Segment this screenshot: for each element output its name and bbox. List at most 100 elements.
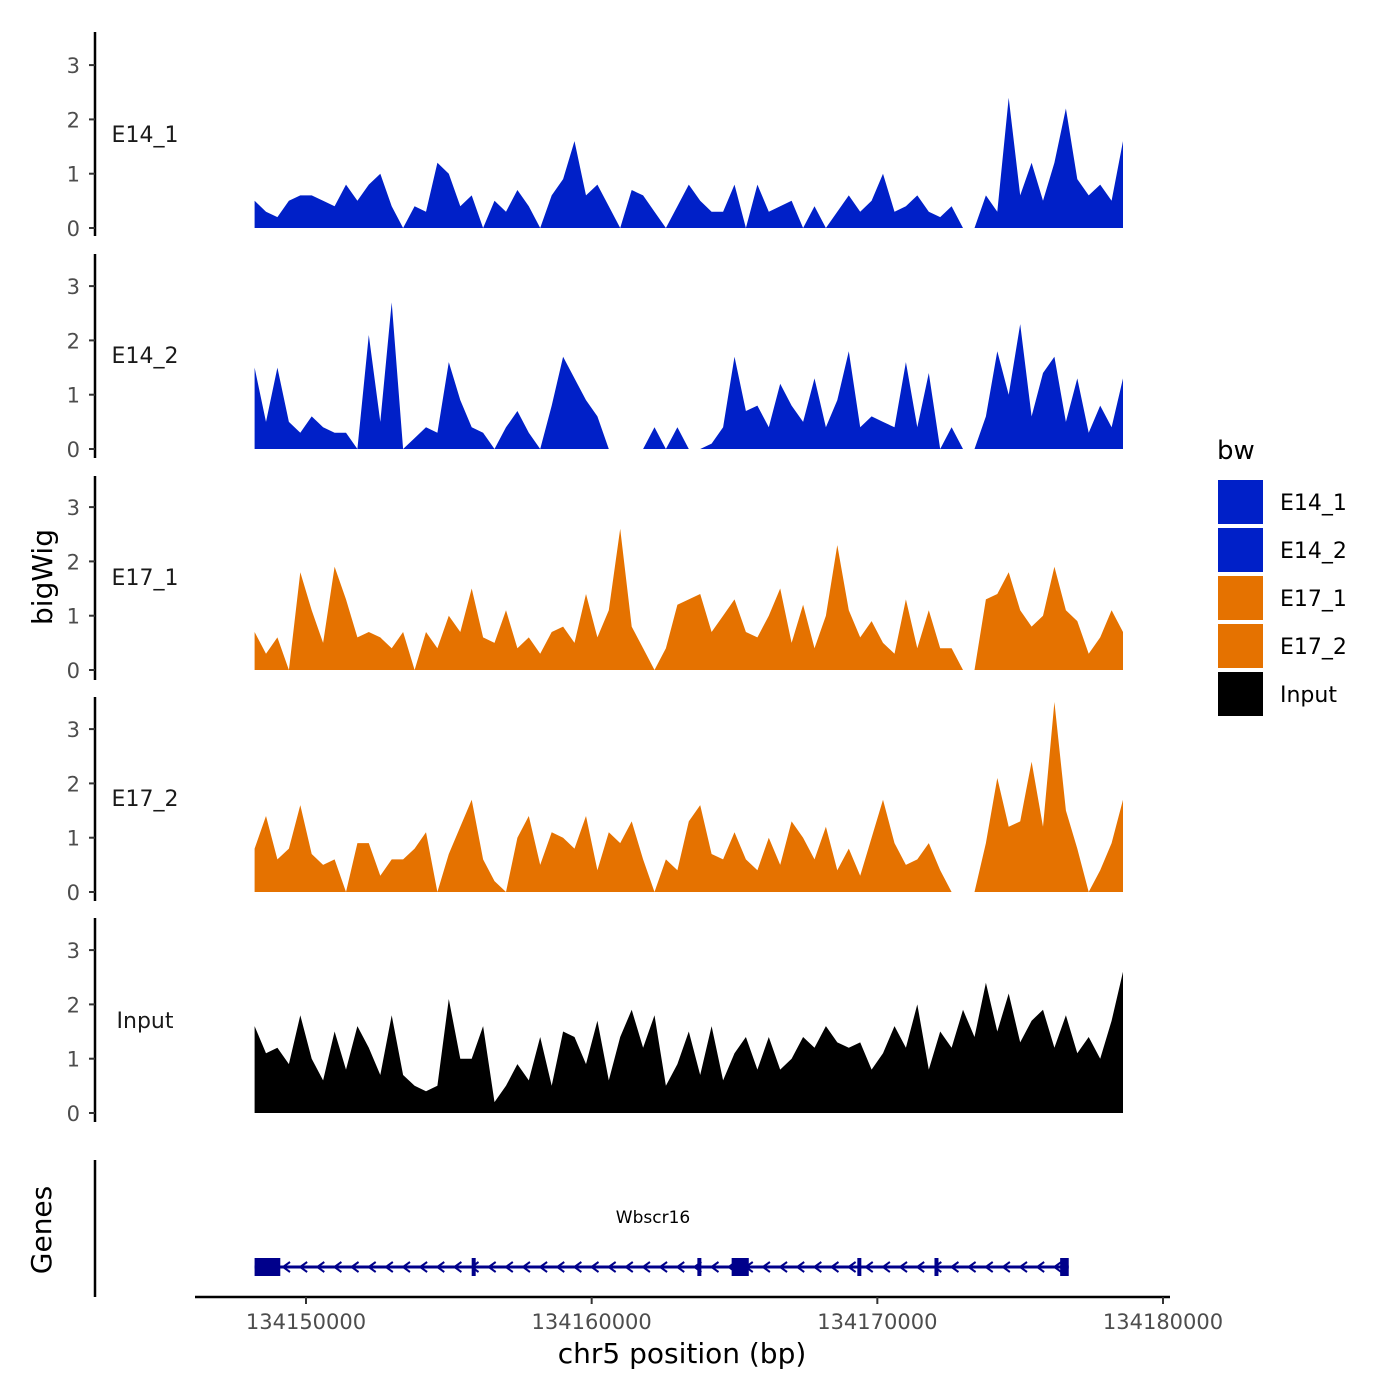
x-axis-title: chr5 position (bp) — [558, 1337, 807, 1370]
strand-arrow — [812, 1261, 822, 1273]
strand-arrow — [846, 1261, 857, 1273]
legend-key-e14-2 — [1218, 528, 1263, 572]
y-axis-title: bigWig — [26, 529, 59, 625]
y-tick-label: 1 — [67, 827, 80, 851]
x-tick-label: 134150000 — [246, 1310, 366, 1334]
chart-marks: 0 1 2 3 0 1 2 3 0 1 2 3 0 1 2 3 0 1 2 3 134150000 134160000 13… — [67, 54, 1224, 1334]
strand-arrow — [881, 1261, 891, 1273]
strand-arrow — [315, 1261, 325, 1273]
strand-arrow — [949, 1261, 960, 1273]
coverage-area-e17-1 — [254, 528, 1124, 670]
strand-arrow — [298, 1261, 308, 1273]
strand-arrow — [572, 1261, 582, 1273]
strand-arrow — [778, 1261, 788, 1273]
y-tick-label: 2 — [67, 993, 80, 1017]
legend-label-e14-1: E14_1 — [1280, 491, 1347, 516]
strand-arrow — [1035, 1261, 1045, 1273]
gene-exon — [697, 1258, 702, 1276]
legend: bw E14_1 E14_2 E17_1 E17_2 Input — [1217, 436, 1347, 716]
strand-arrow — [1052, 1261, 1062, 1273]
y-tick-label: 0 — [67, 881, 80, 905]
strand-arrow — [932, 1261, 942, 1273]
strand-arrow — [1001, 1261, 1011, 1273]
strand-arrow — [966, 1261, 977, 1273]
strand-arrow — [675, 1261, 685, 1273]
y-tick-label: 2 — [67, 550, 80, 574]
strand-arrow — [384, 1261, 394, 1273]
y-tick-label: 3 — [67, 718, 80, 742]
strand-arrow — [486, 1261, 497, 1273]
coverage-area-input — [254, 971, 1124, 1113]
strand-arrow — [281, 1261, 291, 1273]
gene-exon — [1060, 1258, 1069, 1276]
y-tick-label: 3 — [67, 275, 80, 299]
y-tick-label: 0 — [67, 438, 80, 462]
legend-title: bw — [1217, 436, 1255, 466]
gene-track-panel: Genes Wbscr16 — [25, 1160, 690, 1297]
strand-arrow — [606, 1261, 617, 1273]
y-tick-label: 2 — [67, 108, 80, 132]
legend-key-e17-1 — [1218, 576, 1263, 620]
y-tick-label: 3 — [67, 54, 80, 78]
gene-track-title: Genes — [25, 1186, 58, 1274]
x-tick-label: 134170000 — [817, 1310, 937, 1334]
coverage-area-e17-2 — [254, 702, 1124, 892]
strand-arrow — [641, 1261, 651, 1273]
strand-arrow — [401, 1261, 411, 1273]
strand-arrow — [984, 1261, 994, 1273]
strand-arrow — [709, 1261, 720, 1273]
gene-exon — [934, 1258, 939, 1276]
y-tick-label: 1 — [67, 163, 80, 187]
track-panel-e17-2: E17_2 — [93, 697, 179, 901]
strand-arrow — [795, 1261, 805, 1273]
strand-arrow — [418, 1261, 428, 1273]
y-tick-label: 0 — [67, 1102, 80, 1126]
legend-key-input — [1218, 672, 1263, 716]
gene-exon — [731, 1258, 749, 1276]
strand-arrow — [761, 1261, 771, 1273]
gene-exon — [857, 1258, 862, 1276]
strand-arrow — [624, 1261, 634, 1273]
strand-arrow — [349, 1261, 360, 1273]
strand-arrow — [504, 1261, 514, 1273]
y-tick-label: 1 — [67, 384, 80, 408]
legend-label-e14-2: E14_2 — [1280, 539, 1347, 564]
y-tick-label: 2 — [67, 329, 80, 353]
track-label: Input — [117, 1009, 174, 1034]
x-tick-label: 134160000 — [532, 1310, 652, 1334]
strand-arrow — [469, 1261, 480, 1273]
coverage-area-e14-1 — [254, 97, 1124, 228]
coverage-area-e14-2 — [254, 302, 1124, 449]
strand-arrow — [555, 1261, 565, 1273]
legend-key-e17-2 — [1218, 624, 1263, 668]
strand-arrow — [658, 1261, 668, 1273]
strand-arrow — [915, 1261, 925, 1273]
strand-arrow — [589, 1261, 600, 1273]
strand-arrow — [452, 1261, 462, 1273]
y-tick-label: 2 — [67, 772, 80, 796]
track-panel-e14-1: E14_1 — [93, 32, 178, 236]
strand-arrow — [521, 1261, 531, 1273]
track-label: E17_1 — [112, 566, 179, 591]
legend-label-e17-1: E17_1 — [1280, 587, 1347, 612]
track-label: E17_2 — [112, 787, 179, 812]
strand-arrow — [1018, 1261, 1028, 1273]
y-tick-label: 0 — [67, 659, 80, 683]
gene-name-label: Wbscr16 — [616, 1208, 690, 1228]
strand-arrow — [864, 1261, 874, 1273]
y-tick-label: 0 — [67, 217, 80, 241]
gene-exon — [471, 1258, 476, 1276]
y-tick-label: 1 — [67, 1048, 80, 1072]
y-tick-label: 3 — [67, 939, 80, 963]
legend-label-e17-2: E17_2 — [1280, 635, 1347, 660]
strand-arrow — [366, 1261, 377, 1273]
track-label: E14_2 — [112, 344, 179, 369]
strand-arrow — [898, 1261, 908, 1273]
y-tick-label: 3 — [67, 496, 80, 520]
strand-arrow — [435, 1261, 445, 1273]
track-panel-e14-2: E14_2 — [93, 254, 179, 458]
track-panel-e17-1: E17_1 — [93, 476, 179, 680]
legend-key-e14-1 — [1218, 480, 1263, 524]
strand-arrow — [538, 1261, 548, 1273]
